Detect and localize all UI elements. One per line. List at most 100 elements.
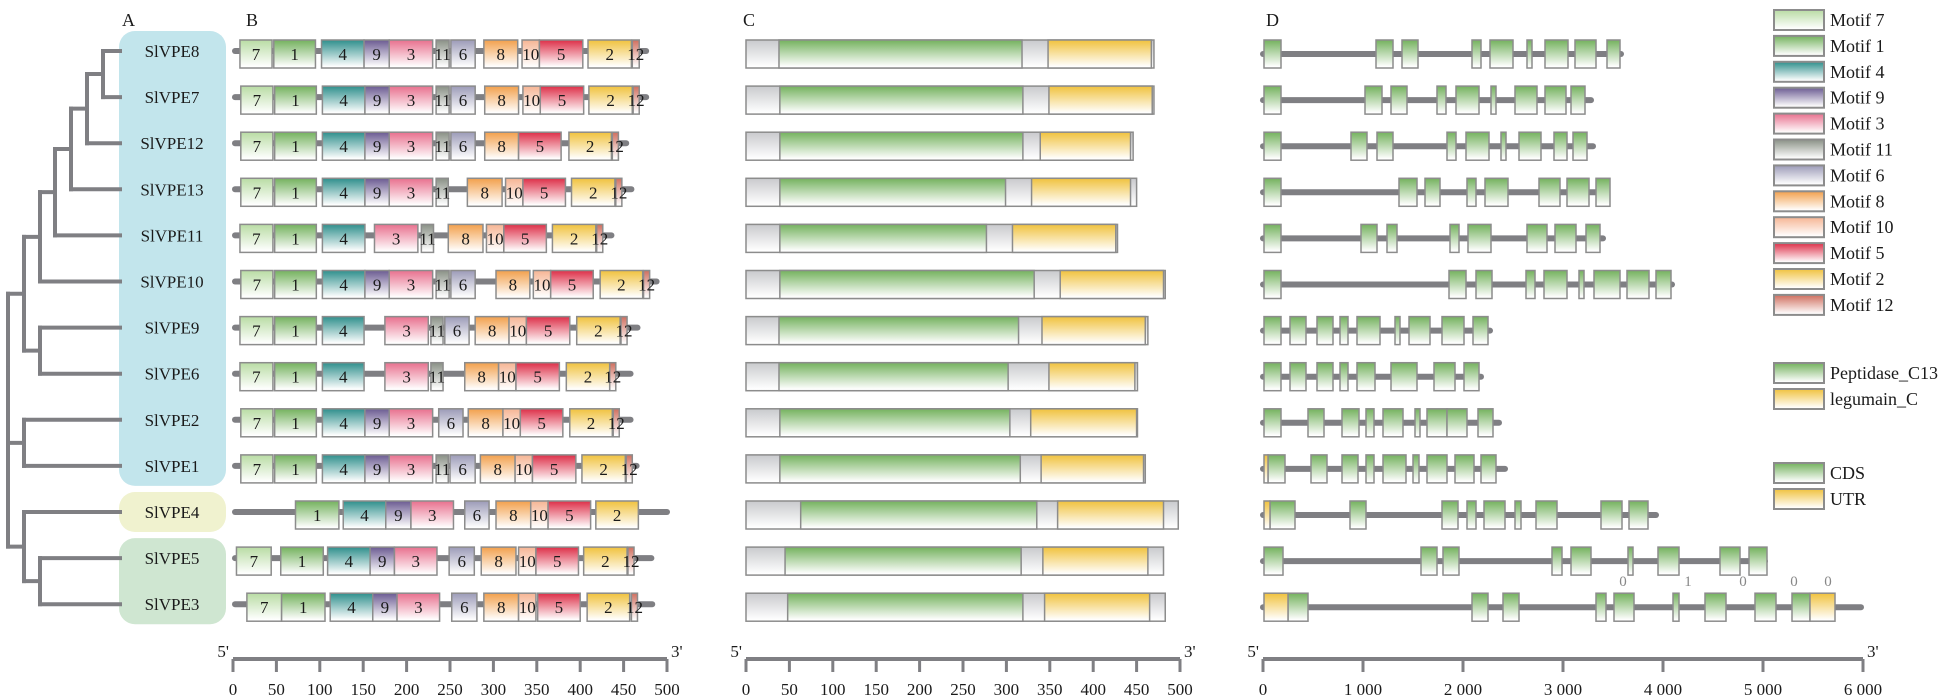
utr-region [1263,500,1271,530]
cds-exon [1574,39,1597,69]
motif-box-5 [538,39,584,69]
motif-number: 1 [291,183,300,202]
intron-phase-label: 0 [1739,574,1747,590]
tick-label: 5 000 [1744,680,1782,699]
motif-number: 5 [568,276,577,295]
motif-number: 7 [253,183,262,202]
cds-exon [1316,361,1334,392]
legend-swatch-motif-8 [1773,190,1825,213]
motif-number: 4 [339,45,348,64]
legend-swatch-motif-6 [1773,164,1825,187]
cds-exon [1471,39,1482,69]
motif-number: 10 [531,506,548,525]
motif-number: 6 [453,322,462,341]
motif-number: 5 [558,91,567,110]
motif-box-5 [517,131,562,161]
motif-row-SlVPE5: 7 1 4 9 3 6 8 10 5 2 12 [232,546,655,576]
motif-box-5 [549,269,594,300]
axis-3prime-label: 3' [671,642,683,661]
cds-exon [1269,500,1296,530]
motif-box-1 [273,361,318,392]
motif-number: 4 [339,414,348,433]
panel-c-domains: 0 50 100 150 200 250 300 350 400 450 500 5' 3' [730,39,1196,699]
motif-number: 12 [604,368,621,387]
legend-label: Motif 11 [1830,140,1893,160]
motif-box-5 [535,546,580,576]
domain-legumain_c [1029,408,1138,438]
gene-structure-row-SlVPE4 [1260,500,1659,530]
motif-number: 2 [594,322,603,341]
motif-box-2 [551,223,597,254]
cds-exon [1433,361,1456,392]
motif-box-1 [273,85,318,115]
panel-b-axis: 0 50 100 150 200 250 300 350 400 450 500 5' 3' [217,642,682,699]
motif-box-2 [586,592,631,622]
motif-box-3 [388,85,434,115]
motif-number: 2 [605,45,614,64]
panel-d-axis: 0 1 000 2 000 3 000 4 000 5 000 6 000 5' 3' [1247,642,1882,699]
tick-label: 0 [229,680,238,699]
utr-region [1809,592,1836,622]
motif-number: 10 [506,183,523,202]
cds-exon [1518,131,1542,161]
motif-box-1 [273,408,318,438]
motif-box-5 [525,315,571,346]
gene-label: SlVPE2 [145,411,200,430]
cds-exon [1263,223,1282,254]
motif-number: 6 [459,45,468,64]
motif-number: 3 [407,414,416,433]
cds-exon [1401,39,1419,69]
motif-box-1 [273,177,318,208]
cds-exon [1441,500,1459,530]
legend-label: Motif 9 [1830,88,1885,108]
cds-exon [1543,269,1568,300]
cds-exon [1408,315,1431,346]
motif-box-2 [569,408,614,438]
motif-number: 5 [537,414,546,433]
motif-box-11 [435,454,450,484]
motif-box-6 [450,269,476,300]
gene-structure-row-SlVPE2 [1260,408,1502,438]
cds-exon [1446,131,1457,161]
motif-number: 2 [613,506,622,525]
domain-peptidase_c13 [778,39,1023,69]
legend-swatch-domain [1773,362,1825,384]
motif-number: 8 [497,598,506,617]
motif-row-SlVPE10: 7 1 4 9 3 11 6 8 10 5 2 12 [232,269,660,300]
cds-exon [1553,131,1568,161]
motif-box-8 [480,546,517,576]
cds-exon [1595,592,1607,622]
motif-box-5 [515,361,561,392]
tick-label: 450 [1124,680,1150,699]
motif-box-3 [388,177,434,208]
cds-exon [1263,269,1282,300]
cds-exon [1538,177,1561,208]
domain-row-SlVPE6 [745,361,1139,392]
motif-box-3 [388,131,434,161]
cds-exon [1341,454,1359,484]
domain-row-SlVPE5 [745,546,1165,576]
motif-number: 7 [253,91,262,110]
legend-label: legumain_C [1830,389,1918,409]
motif-number: 1 [290,45,299,64]
motif-box-12 [630,592,639,622]
cds-exon [1514,85,1538,115]
motif-number: 3 [407,460,416,479]
domain-peptidase_c13 [778,315,1020,346]
motif-number: 12 [627,45,644,64]
intron-phase-label: 0 [1824,574,1832,590]
cds-exon [1657,546,1680,576]
motif-number: 6 [458,460,467,479]
domain-legumain_c [1043,592,1151,622]
axis-5prime-label: 5' [217,642,229,661]
motif-number: 2 [589,183,598,202]
gene-structure-row-SlVPE10 [1260,269,1675,300]
motif-number: 8 [488,322,497,341]
motif-number: 3 [407,91,416,110]
legend-swatch-motif-1 [1773,34,1825,57]
legend-label: Motif 6 [1830,165,1885,185]
clade-background-group-2 [119,492,226,532]
tick-label: 150 [863,680,889,699]
motif-number: 4 [345,552,354,571]
cds-exon [1467,223,1492,254]
